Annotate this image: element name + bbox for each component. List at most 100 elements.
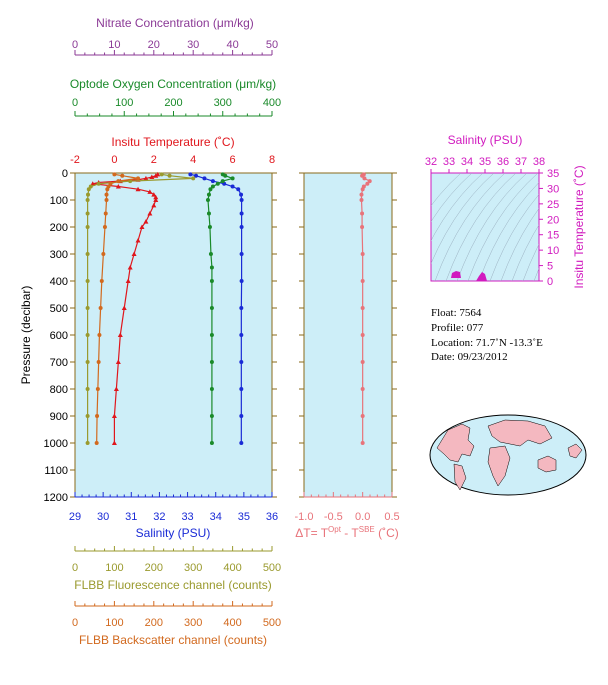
ts-axes: 32 33 34 35 36 37 38 0 5 10 15 20 25 30 35: [425, 156, 559, 288]
ts-density-contour: [489, 194, 539, 281]
nitrate-tick-label: 20: [148, 39, 160, 51]
backscatter-point: [99, 279, 104, 283]
backscatter-point: [136, 176, 141, 181]
salinity-point: [239, 387, 244, 391]
ts-density-contour: [431, 173, 462, 207]
delta-point: [360, 387, 365, 391]
ts-temperature-title: Insitu Temperature (˚C): [572, 165, 586, 288]
temperature-point: [153, 197, 159, 202]
backscatter-axis-title: FLBB Backscatter channel (counts): [79, 633, 267, 647]
nitrate-tick-label: 30: [187, 39, 199, 51]
salinity-tick-label: 32: [153, 511, 165, 523]
fluorescence-point: [85, 252, 90, 256]
backscatter-point: [95, 414, 100, 418]
delta-tick-label: -0.5: [324, 511, 343, 523]
delta-panel: [303, 172, 393, 498]
backscatter-point: [120, 173, 125, 178]
temperature-point: [149, 174, 155, 180]
temperature-point: [115, 359, 121, 364]
ts-density-contour: [478, 182, 539, 281]
ts-temperature-tick-label: 30: [547, 183, 559, 195]
salinity-point: [239, 192, 244, 197]
backscatter-point: [112, 172, 117, 177]
fluorescence-point: [86, 187, 91, 192]
salinity-tick-label: 33: [181, 511, 193, 523]
salinity-tick-label: 30: [97, 511, 109, 523]
pressure-tick-label: 100: [50, 195, 68, 207]
temperature-point: [151, 202, 157, 208]
delta-point: [360, 252, 365, 256]
ts-salinity-tick-label: 36: [497, 156, 509, 168]
oxygen-point: [210, 184, 215, 189]
fluorescence-point: [191, 176, 196, 181]
salinity-point: [239, 279, 244, 283]
delta-axis: -1.0 -0.5 0.0 0.5: [295, 492, 400, 523]
backscatter-tick-label: 200: [145, 617, 163, 629]
fluorescence-point: [85, 333, 90, 337]
ts-salinity-tick-label: 38: [533, 156, 545, 168]
fluorescence-point: [96, 181, 101, 186]
ts-density-contour: [431, 173, 473, 223]
ts-salinity-tick-label: 32: [425, 156, 437, 168]
ts-density-contour: [522, 243, 539, 281]
temperature-point: [115, 184, 121, 189]
temperature-axis-title: Insitu Temperature (˚C): [111, 135, 234, 149]
profile-panel: [74, 172, 273, 498]
ts-density-contours: [431, 173, 539, 281]
oxygen-point: [209, 414, 214, 418]
temperature-point: [153, 173, 159, 178]
temperature-point: [153, 194, 159, 200]
oxygen-point: [208, 252, 213, 256]
pressure-tick-label: 500: [50, 303, 68, 315]
pressure-tick-label: 900: [50, 411, 68, 423]
backscatter-point: [104, 192, 109, 197]
salinity-point: [239, 360, 244, 364]
backscatter-point: [98, 306, 103, 310]
oxygen-point: [207, 225, 212, 229]
oxygen-point: [230, 176, 235, 181]
oxygen-tick-label: 100: [115, 97, 133, 109]
delta-point: [360, 306, 365, 310]
oxygen-point: [220, 179, 225, 184]
delta-tick-label: 0.5: [384, 511, 399, 523]
salinity-tick-label: 36: [266, 511, 278, 523]
fluorescence-axis: 0 100 200 300 400 500: [72, 546, 281, 574]
oxygen-point: [206, 211, 211, 216]
oxygen-point: [223, 173, 228, 178]
temperature-point: [135, 186, 141, 192]
ts-density-contour: [511, 224, 539, 281]
salinity-tick-label: 29: [69, 511, 81, 523]
oxygen-tick-label: 200: [164, 97, 182, 109]
backscatter-point: [96, 360, 101, 364]
oxygen-point: [215, 181, 220, 186]
salinity-tick-label: 31: [125, 511, 137, 523]
temperature-point: [131, 251, 137, 256]
oxygen-point: [209, 441, 214, 445]
ts-density-contour: [431, 173, 495, 265]
oxygen-tick-label: 300: [214, 97, 232, 109]
fluorescence-axis-title: FLBB Fluorescence channel (counts): [74, 578, 271, 592]
salinity-point: [188, 172, 193, 177]
backscatter-tick-label: 100: [105, 617, 123, 629]
delta-point: [360, 279, 365, 283]
fluorescence-point: [85, 211, 90, 216]
float-id: Float: 7564: [431, 307, 482, 319]
oxygen-tick-label: 400: [263, 97, 281, 109]
ts-density-contour: [500, 208, 539, 281]
fluorescence-tick-label: 0: [72, 562, 78, 574]
oxygen-point: [205, 198, 210, 202]
backscatter-point: [97, 333, 102, 337]
salinity-point: [239, 225, 244, 229]
ts-salinity-title: Salinity (PSU): [448, 133, 523, 147]
salinity-point: [210, 179, 215, 184]
backscatter-point: [95, 387, 100, 391]
salinity-point: [239, 441, 244, 445]
oxygen-point: [209, 265, 214, 270]
delta-point: [360, 187, 365, 192]
ts-temperature-tick-label: 0: [547, 276, 553, 288]
delta-profile: [359, 172, 372, 445]
backscatter-point: [101, 252, 106, 256]
salinity-point: [239, 414, 244, 418]
delta-point: [360, 173, 365, 178]
delta-point: [367, 179, 372, 184]
